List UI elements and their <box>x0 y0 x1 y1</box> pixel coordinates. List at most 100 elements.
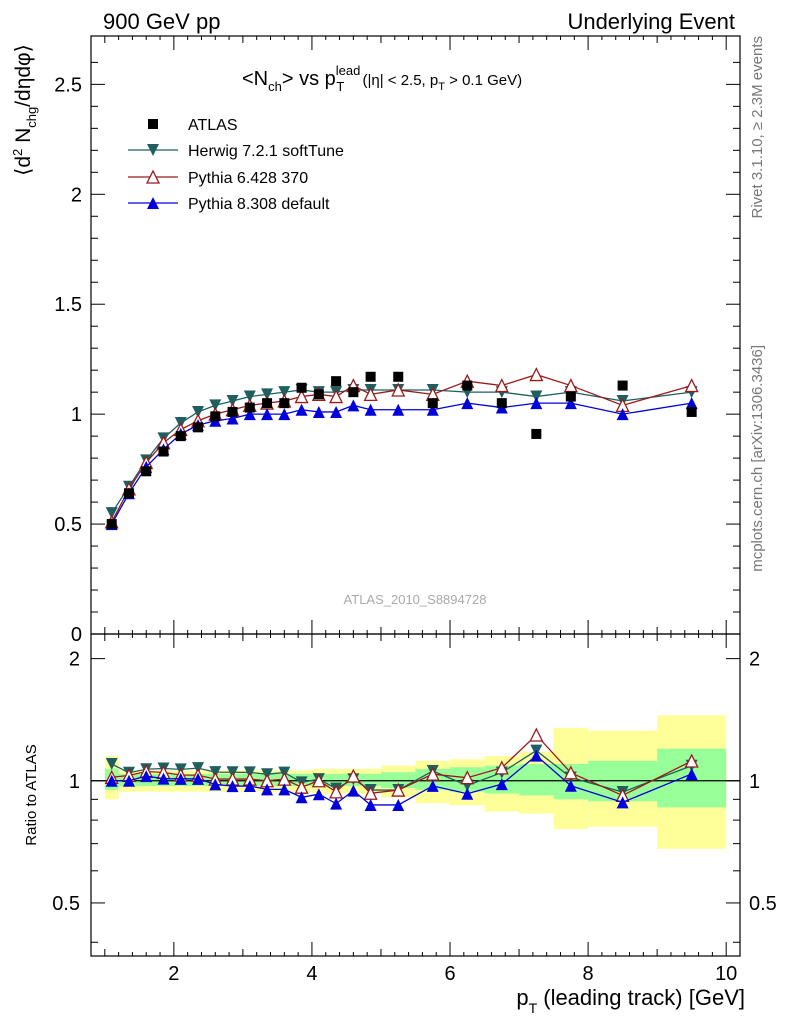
series-point <box>530 390 543 403</box>
ratio-series-point <box>295 791 308 804</box>
ratio-series-point <box>391 782 406 797</box>
series-point <box>685 397 698 410</box>
x-axis-label: pT (leading track) [GeV] <box>516 985 745 1016</box>
ratio-series-point <box>105 774 118 787</box>
series-line <box>111 373 692 523</box>
series-point <box>226 412 239 425</box>
ratio-y-tick-label-right: 1 <box>749 771 760 793</box>
ratio-series-point <box>140 770 153 783</box>
ratio-series-point <box>684 753 699 768</box>
y-tick-label: 1.5 <box>54 294 82 316</box>
series-point <box>684 378 699 393</box>
mcplots-label: mcplots.cern.ch [arXiv:1306.3436] <box>749 345 766 572</box>
ratio-series-point <box>495 778 508 791</box>
atlas-point <box>617 380 628 391</box>
series-point <box>243 408 256 421</box>
ratio-y-tick-label: 2 <box>69 649 80 671</box>
legend-label: Pythia 8.308 default <box>188 196 330 213</box>
series-point <box>529 367 544 382</box>
atlas-point <box>123 488 134 499</box>
x-tick-label: 2 <box>168 963 179 985</box>
atlas-point <box>296 382 307 393</box>
series-point <box>209 399 222 412</box>
series-point <box>392 403 405 416</box>
series-point <box>105 507 118 520</box>
ratio-series-point <box>209 778 222 791</box>
atlas-point <box>244 402 255 413</box>
ratio-series-point <box>364 798 377 811</box>
ratio-series-point <box>278 783 291 796</box>
y-axis-label: ⟨d2 Nchg/dηdφ⟩ <box>10 44 39 176</box>
series-point <box>295 403 308 416</box>
series-point <box>226 394 239 407</box>
series-point <box>363 386 378 402</box>
x-tick-label: 8 <box>583 963 594 985</box>
ratio-series-point <box>312 788 325 801</box>
atlas-point <box>565 391 576 402</box>
ratio-series-point <box>392 798 405 811</box>
y-tick-label: 0.5 <box>54 514 82 536</box>
atlas-point <box>348 387 359 398</box>
ratio-series-point <box>122 774 135 787</box>
series-point <box>426 403 439 416</box>
ratio-series-point <box>494 760 509 775</box>
series-point <box>364 403 377 416</box>
atlas-point <box>496 398 507 409</box>
series-point <box>294 389 309 404</box>
ratio-y-tick-label-right: 2 <box>749 649 760 671</box>
rivet-label: Rivet 3.1.10, ≥ 2.3M events <box>749 36 766 219</box>
x-tick-label: 4 <box>306 963 317 985</box>
ratio-series-point <box>311 773 326 788</box>
ratio-series-point <box>530 749 543 762</box>
atlas-point <box>427 398 438 409</box>
legend-marker <box>148 119 158 129</box>
atlas-point <box>279 398 290 409</box>
ratio-series-point <box>685 767 698 780</box>
ratio-series-point <box>261 783 274 796</box>
atlas-point <box>686 406 697 417</box>
ratio-series-point <box>460 770 475 785</box>
legend-marker <box>147 197 159 209</box>
ratio-series-point <box>529 727 544 742</box>
legend-label: Herwig 7.2.1 softTune <box>188 143 344 160</box>
atlas-point <box>141 466 152 477</box>
ratio-y-tick-label: 0.5 <box>52 893 80 915</box>
ratio-series-point <box>461 787 474 800</box>
x-tick-label: 6 <box>444 963 455 985</box>
header-left: 900 GeV pp <box>103 9 220 34</box>
series-point <box>329 389 344 404</box>
ratio-y-label: Ratio to ATLAS <box>23 744 40 845</box>
ratio-series-point <box>330 797 343 810</box>
series-point <box>278 386 291 399</box>
series-point <box>563 378 578 393</box>
atlas-point <box>393 371 404 382</box>
ratio-y-tick-label: 1 <box>69 771 80 793</box>
ratio-series-point <box>346 768 361 783</box>
ratio-band-green <box>380 772 416 788</box>
atlas-point <box>210 411 221 422</box>
atlas-point <box>158 446 169 457</box>
legend: ATLAS Herwig 7.2.1 softTune Pythia 6.428 3… <box>128 117 344 213</box>
ratio-frame <box>90 633 741 957</box>
atlas-point <box>227 406 238 417</box>
series-point <box>494 378 509 393</box>
atlas-point <box>175 431 186 442</box>
series-point <box>564 397 577 410</box>
series-point <box>261 408 274 421</box>
atlas-point <box>531 428 542 439</box>
x-tick-label: 10 <box>715 963 737 985</box>
series-point <box>243 390 256 403</box>
atlas-point <box>193 422 204 433</box>
series-point <box>616 408 629 421</box>
series-point <box>530 397 543 410</box>
chart-title: <Nch> vs plead T (|η| < 2.5, pT > 0.1 GeV… <box>242 63 522 94</box>
atlas-point <box>106 519 117 530</box>
ratio-series-point <box>347 784 360 797</box>
ratio-series-point <box>243 779 256 792</box>
y-tick-label: 1 <box>71 404 82 426</box>
legend-label: ATLAS <box>188 117 238 134</box>
atlas-point <box>313 389 324 400</box>
series-point <box>347 399 360 412</box>
series-line <box>111 389 692 514</box>
ratio-series-point <box>192 772 205 785</box>
